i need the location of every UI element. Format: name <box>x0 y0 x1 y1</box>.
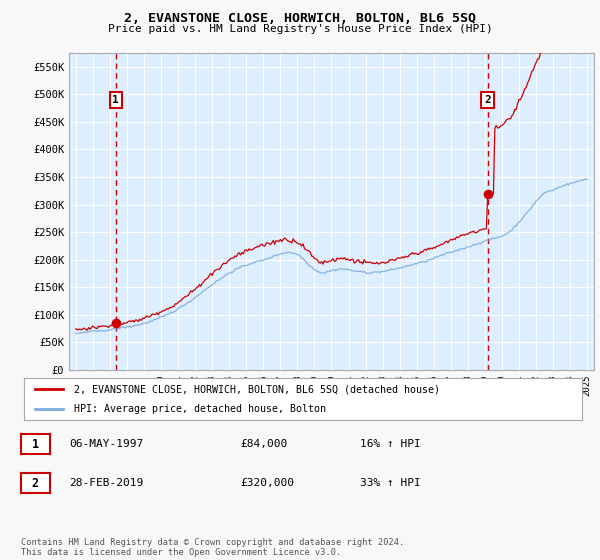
Text: 1: 1 <box>112 95 119 105</box>
Text: HPI: Average price, detached house, Bolton: HPI: Average price, detached house, Bolt… <box>74 404 326 414</box>
Text: 06-MAY-1997: 06-MAY-1997 <box>69 439 143 449</box>
Text: 2, EVANSTONE CLOSE, HORWICH, BOLTON, BL6 5SQ (detached house): 2, EVANSTONE CLOSE, HORWICH, BOLTON, BL6… <box>74 384 440 394</box>
Text: 2: 2 <box>484 95 491 105</box>
Text: 33% ↑ HPI: 33% ↑ HPI <box>360 478 421 488</box>
Text: 16% ↑ HPI: 16% ↑ HPI <box>360 439 421 449</box>
Text: Contains HM Land Registry data © Crown copyright and database right 2024.
This d: Contains HM Land Registry data © Crown c… <box>21 538 404 557</box>
Text: £84,000: £84,000 <box>240 439 287 449</box>
Text: £320,000: £320,000 <box>240 478 294 488</box>
Text: 1: 1 <box>32 437 39 451</box>
Text: 28-FEB-2019: 28-FEB-2019 <box>69 478 143 488</box>
Text: 2: 2 <box>32 477 39 490</box>
Text: 2, EVANSTONE CLOSE, HORWICH, BOLTON, BL6 5SQ: 2, EVANSTONE CLOSE, HORWICH, BOLTON, BL6… <box>124 12 476 25</box>
Text: Price paid vs. HM Land Registry's House Price Index (HPI): Price paid vs. HM Land Registry's House … <box>107 24 493 34</box>
